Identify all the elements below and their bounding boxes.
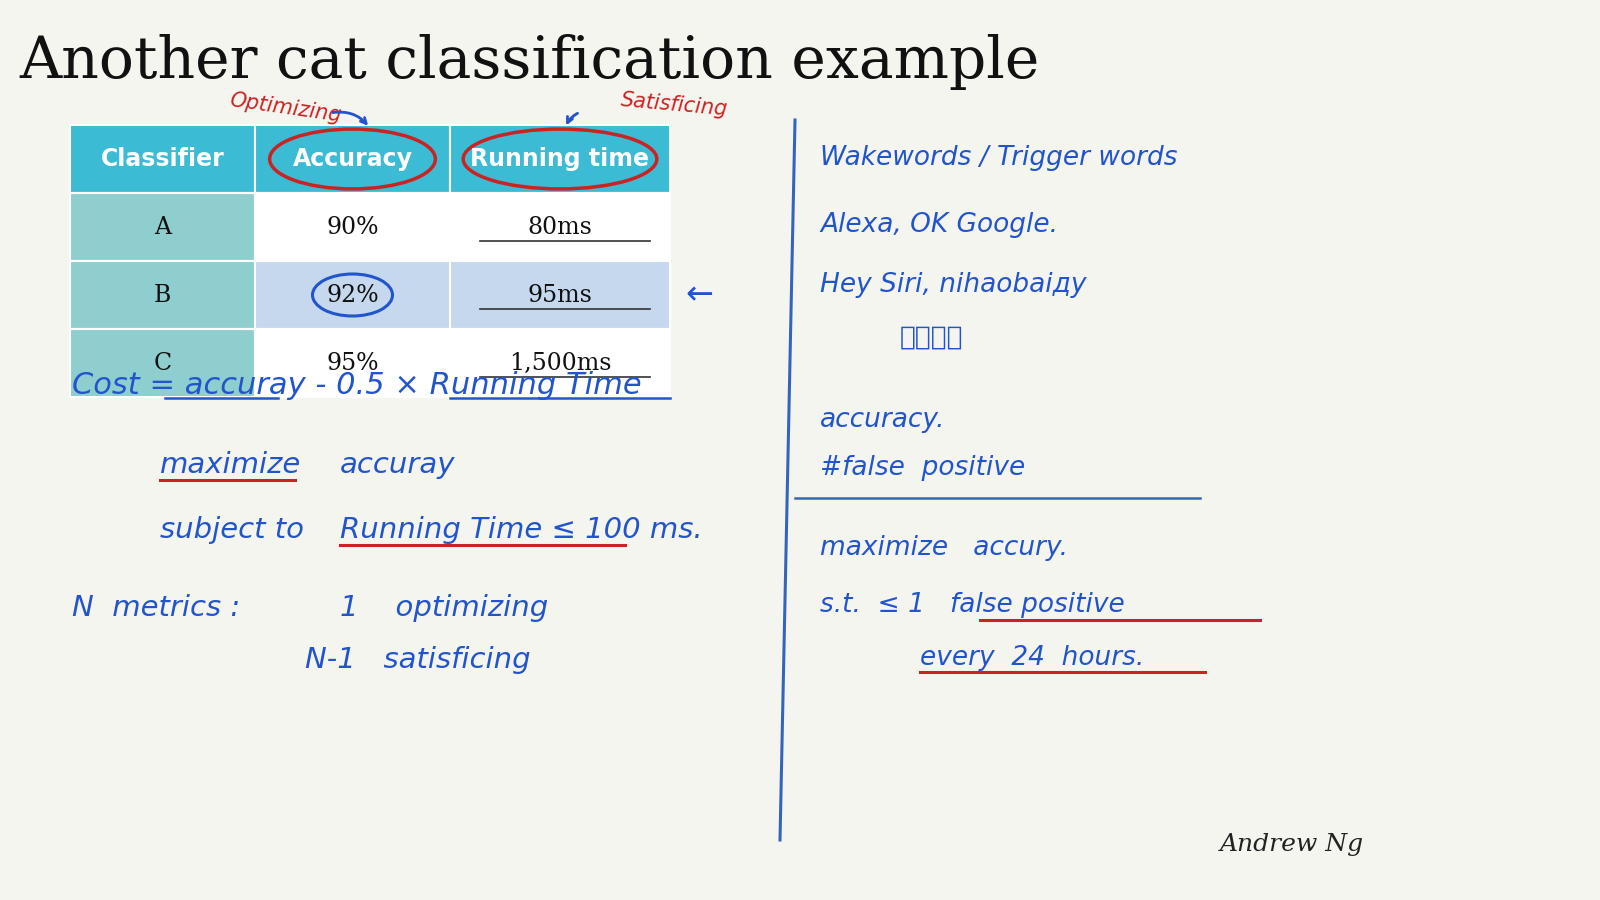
Bar xyxy=(254,125,450,193)
Bar xyxy=(70,125,254,193)
Text: Cost = accuray - 0.5 × Running Time: Cost = accuray - 0.5 × Running Time xyxy=(72,371,642,400)
Text: 90%: 90% xyxy=(326,215,379,238)
Text: Wakewords / Trigger words: Wakewords / Trigger words xyxy=(819,145,1178,171)
Text: 你好百度: 你好百度 xyxy=(899,325,963,351)
Bar xyxy=(450,329,670,397)
Text: Classifier: Classifier xyxy=(101,147,224,171)
Text: 92%: 92% xyxy=(326,284,379,307)
Text: B: B xyxy=(154,284,171,307)
Text: C: C xyxy=(154,352,171,374)
Text: Optimizing: Optimizing xyxy=(227,90,342,126)
Text: 1,500ms: 1,500ms xyxy=(509,352,611,374)
Text: Running time: Running time xyxy=(470,147,650,171)
Text: Hey Siri, nihaobaiду: Hey Siri, nihaobaiду xyxy=(819,272,1086,298)
Bar xyxy=(450,125,670,193)
Bar xyxy=(70,329,254,397)
Text: Running Time ≤ 100 ms.: Running Time ≤ 100 ms. xyxy=(339,516,702,544)
Text: every  24  hours.: every 24 hours. xyxy=(920,645,1144,671)
Text: Alexa, OK Google.: Alexa, OK Google. xyxy=(819,212,1058,238)
Text: 1    optimizing: 1 optimizing xyxy=(339,594,549,622)
Text: maximize   accury.: maximize accury. xyxy=(819,535,1069,561)
Text: N  metrics :: N metrics : xyxy=(72,594,240,622)
Text: Another cat classification example: Another cat classification example xyxy=(19,34,1040,90)
Bar xyxy=(70,193,254,261)
Text: 95%: 95% xyxy=(326,352,379,374)
Text: subject to: subject to xyxy=(160,516,304,544)
Text: accuracy.: accuracy. xyxy=(819,407,946,433)
Bar xyxy=(254,261,450,329)
Bar xyxy=(70,261,254,329)
Text: #false  positive: #false positive xyxy=(819,455,1026,481)
Text: ←: ← xyxy=(685,278,714,311)
Text: 80ms: 80ms xyxy=(528,215,592,238)
Text: accuray: accuray xyxy=(339,451,456,479)
Text: s.t.  ≤ 1   false positive: s.t. ≤ 1 false positive xyxy=(819,592,1125,618)
Text: maximize: maximize xyxy=(160,451,301,479)
Text: Satisficing: Satisficing xyxy=(621,90,730,120)
Bar xyxy=(450,193,670,261)
Text: A: A xyxy=(154,215,171,238)
Text: Accuracy: Accuracy xyxy=(293,147,413,171)
Text: N-1   satisficing: N-1 satisficing xyxy=(306,646,531,674)
Bar xyxy=(254,193,450,261)
Bar xyxy=(254,329,450,397)
Text: Andrew Ng: Andrew Ng xyxy=(1221,833,1365,857)
Bar xyxy=(450,261,670,329)
Text: 95ms: 95ms xyxy=(528,284,592,307)
